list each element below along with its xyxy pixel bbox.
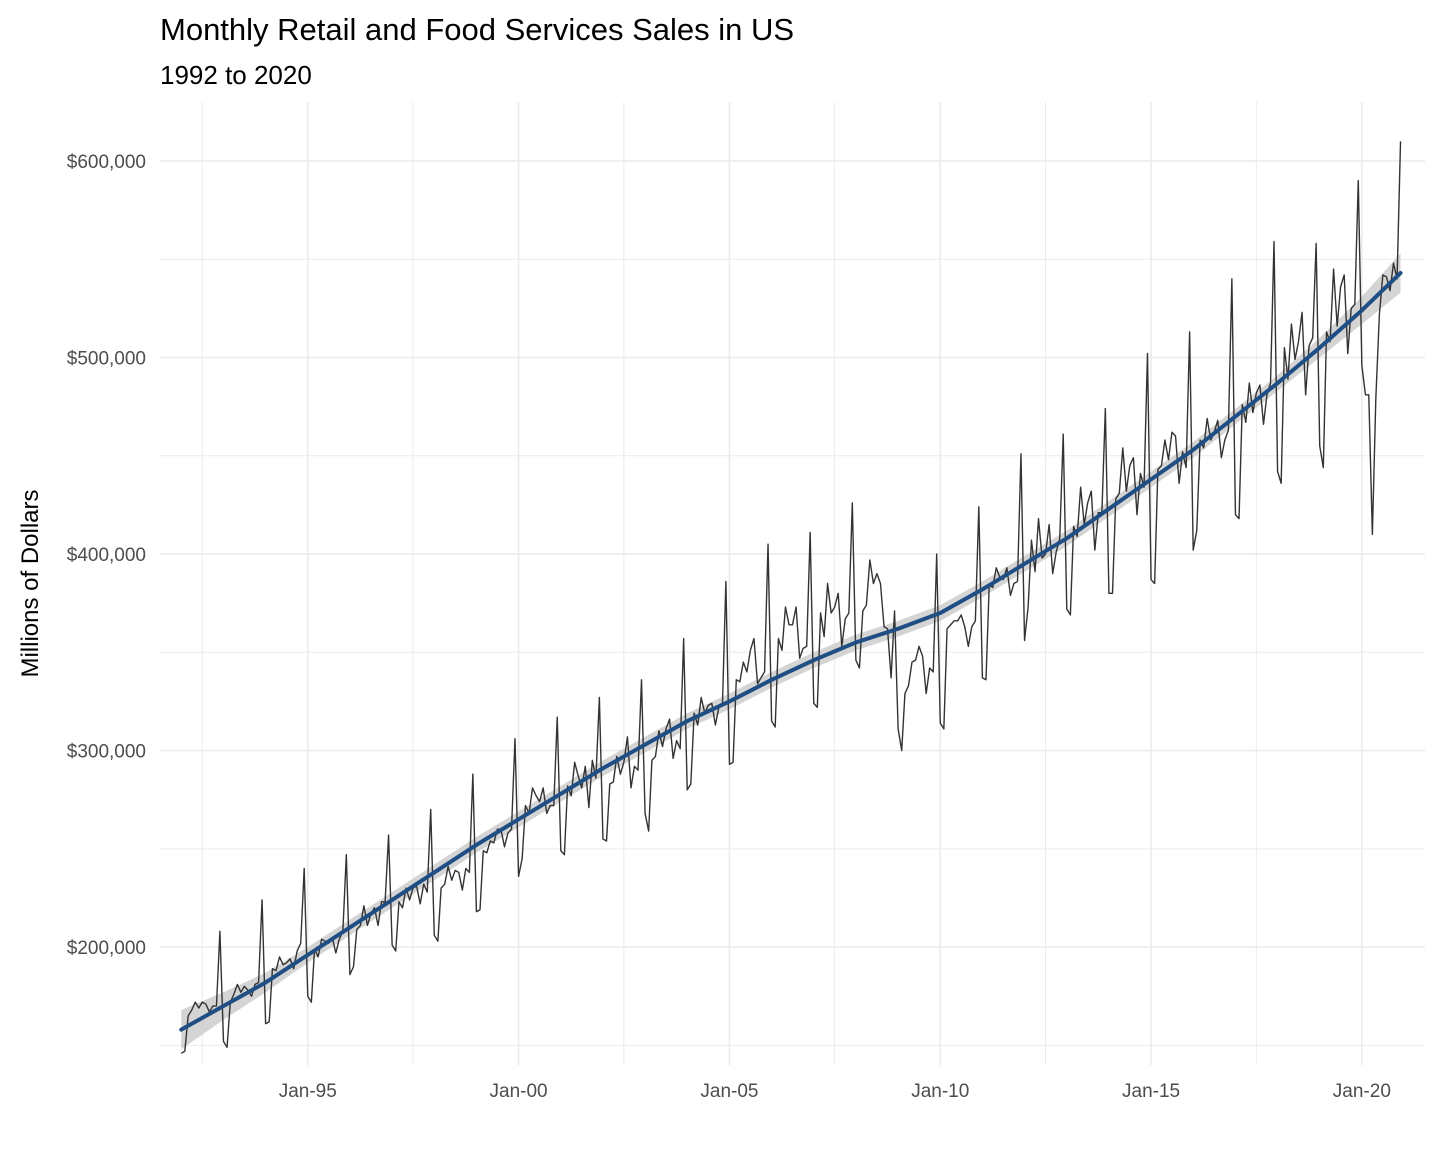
confidence-band-layer bbox=[181, 253, 1401, 1050]
y-tick-label: $600,000 bbox=[67, 152, 146, 173]
smoothed-trend-line bbox=[179, 270, 1403, 1032]
chart-subtitle: 1992 to 2020 bbox=[160, 60, 312, 90]
trend-line-layer bbox=[179, 270, 1403, 1032]
x-tick-label: Jan-00 bbox=[490, 1081, 548, 1102]
y-tick-label: $300,000 bbox=[67, 742, 146, 763]
x-tick-label: Jan-10 bbox=[911, 1081, 969, 1102]
y-tick-label: $400,000 bbox=[67, 545, 146, 566]
y-tick-label: $500,000 bbox=[67, 348, 146, 369]
monthly-sales-line bbox=[180, 141, 1402, 1054]
y-tick-label: $200,000 bbox=[67, 938, 146, 959]
y-axis-tick-labels: $200,000 $300,000 $400,000 $500,000 $600,000 bbox=[67, 152, 146, 959]
x-tick-label: Jan-95 bbox=[279, 1081, 337, 1102]
x-axis-tick-labels: Jan-95 Jan-00 Jan-05 Jan-10 Jan-15 Jan-20 bbox=[279, 1081, 1391, 1102]
raw-series-layer bbox=[180, 141, 1402, 1054]
x-tick-label: Jan-15 bbox=[1122, 1081, 1180, 1102]
confidence-band bbox=[181, 253, 1401, 1050]
x-tick-label: Jan-20 bbox=[1333, 1081, 1391, 1102]
chart-title: Monthly Retail and Food Services Sales i… bbox=[160, 12, 795, 47]
x-tick-label: Jan-05 bbox=[700, 1081, 758, 1102]
minor-gridlines bbox=[160, 102, 1425, 1065]
y-axis-title: Millions of Dollars bbox=[17, 489, 44, 677]
major-gridlines bbox=[160, 102, 1425, 1065]
